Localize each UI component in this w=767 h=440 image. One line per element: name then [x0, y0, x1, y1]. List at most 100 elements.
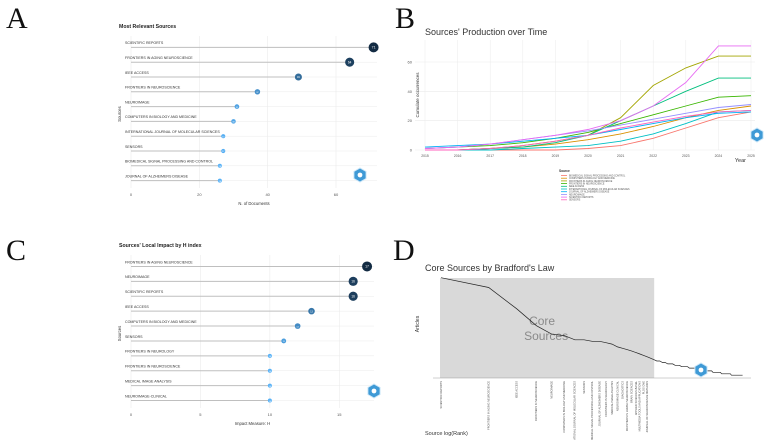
- b-xtick-label: 2016: [454, 154, 462, 158]
- a-category-label: FRONTIERS IN AGING NEUROSCIENCE: [125, 56, 193, 60]
- a-xtick-label: 60: [334, 192, 339, 197]
- b-legend-label: INTERNATIONAL JOURNAL OF MOLECULAR SCIEN…: [569, 188, 630, 191]
- logo-center-dot: [357, 172, 363, 178]
- c-point: [267, 383, 272, 388]
- c-value-label: 16: [351, 280, 355, 284]
- d-category-label: IEEE ACCESS: [514, 381, 518, 398]
- c-category-label: COMPUTERS IN BIOLOGY AND MEDICINE: [125, 320, 197, 324]
- c-category-label: FRONTIERS IN NEUROLOGY: [125, 350, 175, 354]
- c-xtick-label: 5: [199, 412, 202, 417]
- d-category-label: FRONTIERS IN NEUROLOGY: [604, 381, 608, 417]
- b-legend-label: BIOMEDICAL SIGNAL PROCESSING AND CONTROL: [569, 174, 626, 177]
- b-xtick-label: 2019: [552, 154, 560, 158]
- a-value-label: 30: [232, 122, 235, 124]
- c-ylabel: Sources: [117, 326, 122, 341]
- a-point: [345, 57, 355, 67]
- d-category-label: PLOS ONE: [641, 381, 645, 395]
- a-category-label: BIOMEDICAL SIGNAL PROCESSING AND CONTROL: [125, 160, 213, 164]
- a-xtick-label: 40: [265, 192, 270, 197]
- d-xlabel: Source log(Rank): [425, 431, 468, 437]
- b-legend-title: Source: [559, 169, 570, 173]
- c-title: Sources' Local Impact by H index: [119, 243, 202, 249]
- a-value-label: 37: [256, 92, 259, 94]
- d-zone-label: Sources: [524, 329, 568, 343]
- d-category-label: JOURNAL OF ALZHEIMERS DISEASE: [597, 381, 601, 427]
- c-point: [267, 353, 272, 358]
- b-legend-label: SENSORS: [569, 200, 581, 202]
- b-ytick-label: 20: [408, 118, 413, 123]
- a-ylabel: Sources: [117, 106, 122, 121]
- c-value-label: 13: [310, 311, 313, 313]
- b-xtick-label: 2024: [715, 154, 723, 158]
- a-category-label: NEUROIMAGE: [125, 100, 150, 104]
- b-xlabel: Year: [735, 158, 746, 164]
- b-legend-label: IEEE ACCESS: [569, 185, 585, 188]
- a-point: [217, 163, 222, 168]
- a-category-label: SENSORS: [125, 145, 143, 149]
- d-category-label: NEUROIMAGE: [550, 381, 554, 399]
- panel-label-b: B: [395, 2, 416, 35]
- a-category-label: COMPUTERS IN BIOLOGY AND MEDICINE: [125, 115, 197, 119]
- b-legend-label: NEUROIMAGE: [569, 193, 585, 196]
- c-xlabel: Impact Measure: H: [235, 421, 270, 426]
- d-logo-icon: [694, 362, 708, 378]
- d-ylabel: Articles: [415, 315, 421, 332]
- c-value-label: 17: [365, 265, 369, 269]
- c-category-label: FRONTIERS IN AGING NEUROSCIENCE: [125, 260, 193, 264]
- b-legend-label: SCIENTIFIC REPORTS: [569, 197, 594, 199]
- b-ytick-label: 60: [408, 60, 413, 65]
- b-xtick-label: 2018: [519, 154, 527, 158]
- c-value-label: 10: [269, 386, 272, 388]
- b-series-line: [424, 45, 751, 149]
- d-category-label: COMPUTERS IN BIOLOGY AND MEDICINE: [562, 381, 566, 433]
- a-category-label: SCIENTIFIC REPORTS: [125, 41, 164, 45]
- a-value-label: 31: [236, 107, 239, 109]
- a-point: [231, 119, 236, 124]
- c-value-label: 16: [351, 294, 355, 298]
- d-category-label: FRONTIERS IN NEUROSCIENCE: [534, 381, 538, 421]
- c-xtick-label: 0: [130, 412, 133, 417]
- a-xlabel: N. of Documents: [238, 201, 269, 206]
- d-category-label: BRAIN SCIENCES: [630, 381, 634, 403]
- logo-center-dot: [754, 132, 760, 138]
- a-category-label: INTERNATIONAL JOURNAL OF MOLECULAR SCIEN…: [125, 130, 220, 134]
- c-value-label: 10: [269, 356, 272, 358]
- b-legend-label: FRONTIERS IN NEUROSCIENCE: [569, 184, 605, 186]
- a-xtick-label: 20: [197, 192, 202, 197]
- d-category-label: FRONTIERS IN HUMAN NEUROSCIENCE: [625, 381, 629, 431]
- d-category-label: SENSORS: [582, 381, 586, 394]
- a-category-label: IEEE ACCESS: [125, 71, 149, 75]
- a-value-label: 26: [219, 181, 222, 183]
- d-category-label: BIOMEDICAL SIGNAL PROCESSING AND CONTROL: [590, 380, 594, 440]
- d-title: Core Sources by Bradford's Law: [425, 263, 555, 273]
- a-xtick-label: 0: [130, 192, 133, 197]
- logo-center-dot: [698, 367, 704, 373]
- a-point: [234, 104, 240, 109]
- a-value-label: 71: [372, 46, 376, 50]
- d-category-label: SCIENTIFIC REPORTS: [439, 381, 443, 409]
- c-point: [362, 261, 373, 272]
- c-point: [308, 307, 315, 315]
- c-value-label: 12: [296, 326, 299, 328]
- d-category-label: MEDICAL IMAGE ANALYSIS: [610, 381, 614, 415]
- c-category-label: FRONTIERS IN NEUROSCIENCE: [125, 365, 181, 369]
- d-category-label: MULTIMEDIA TOOLS AND APPLICATIONS: [638, 381, 642, 432]
- c-point: [267, 368, 272, 373]
- b-xtick-label: 2023: [682, 154, 690, 158]
- b-xtick-label: 2017: [486, 154, 494, 158]
- a-point: [368, 42, 379, 53]
- d-category-label: DIAGNOSTICS: [620, 381, 624, 399]
- a-value-label: 27: [222, 136, 225, 138]
- c-category-label: IEEE ACCESS: [125, 305, 149, 309]
- a-point: [217, 178, 222, 183]
- c-category-label: NEUROIMAGE-CLINICAL: [125, 394, 167, 398]
- a-value-label: 49: [297, 76, 300, 79]
- c-point: [281, 338, 287, 344]
- c-category-label: SENSORS: [125, 335, 143, 339]
- b-logo-icon: [750, 127, 764, 143]
- b-xtick-label: 2022: [649, 154, 657, 158]
- c-xtick-label: 15: [337, 412, 342, 417]
- b-legend-label: FRONTIERS IN AGING NEUROSCIENCE: [569, 180, 613, 183]
